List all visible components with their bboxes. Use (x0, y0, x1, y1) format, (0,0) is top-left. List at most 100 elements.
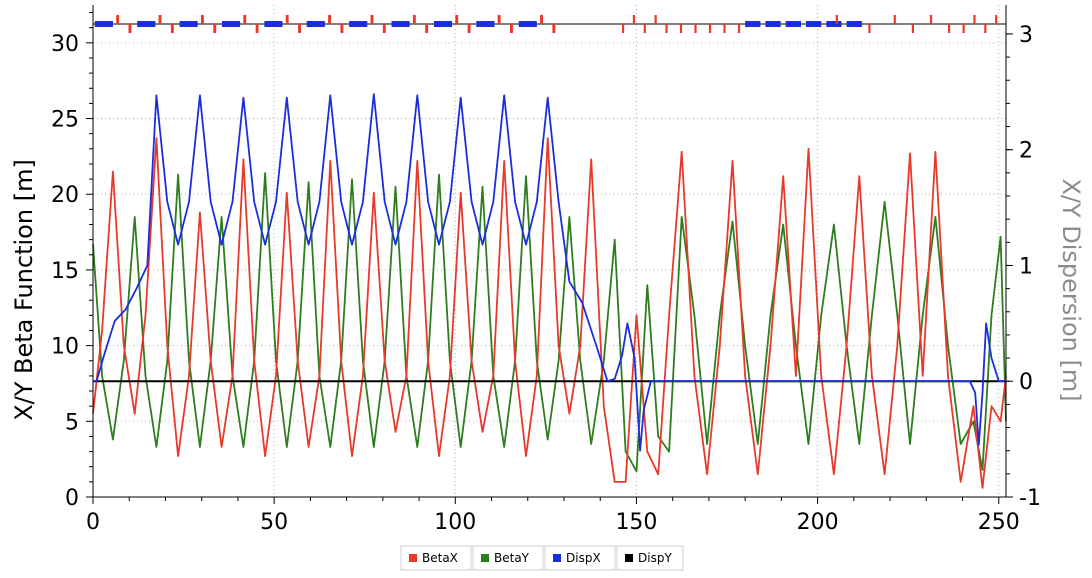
focusing-quadrupole (929, 15, 933, 24)
legend-item-dispy: DispY (616, 545, 684, 571)
focusing-quadrupole (158, 15, 162, 24)
defocusing-quadrupole (621, 24, 625, 33)
y2-tick-label: 2 (1019, 139, 1033, 164)
y-axis-label: X/Y Beta Function [m] (10, 159, 38, 421)
dipole-magnet (349, 21, 368, 27)
legend-item-betax: BetaX (400, 545, 472, 571)
defocusing-quadrupole (948, 24, 951, 33)
defocusing-quadrupole (170, 24, 174, 33)
defocusing-quadrupole (340, 24, 344, 33)
legend-item-dispx: DispX (544, 545, 616, 571)
x-tick-label: 200 (797, 510, 839, 535)
dipole-magnet (264, 21, 283, 27)
dipole-magnet (179, 21, 198, 27)
legend-label: DispX (566, 551, 601, 565)
legend-swatch (553, 554, 561, 562)
focusing-quadrupole (328, 15, 332, 24)
dipole-magnet (846, 21, 862, 27)
focusing-quadrupole (285, 15, 289, 24)
series-betay-line (92, 172, 1007, 473)
defocusing-quadrupole (128, 24, 132, 33)
legend-label: DispY (638, 551, 672, 565)
dipole-magnet (518, 21, 537, 27)
focusing-quadrupole (455, 15, 459, 24)
x-tick-label: 250 (978, 510, 1020, 535)
y-tick-label: 10 (51, 335, 79, 360)
defocusing-quadrupole (708, 24, 712, 33)
y2-tick-label: 0 (1019, 370, 1033, 395)
focusing-quadrupole (200, 15, 204, 24)
lattice-element-bar (93, 15, 1006, 33)
focusing-quadrupole (632, 15, 636, 24)
y2-tick-label: 1 (1019, 254, 1033, 279)
focusing-quadrupole (497, 15, 501, 24)
defocusing-quadrupole (552, 24, 556, 33)
legend-swatch (625, 554, 633, 562)
dipole-magnet (433, 21, 453, 27)
focusing-quadrupole (973, 15, 976, 24)
defocusing-quadrupole (737, 24, 741, 33)
legend: BetaX BetaY DispX DispY (400, 545, 684, 571)
focusing-quadrupole (116, 15, 120, 24)
legend-label: BetaX (422, 551, 458, 565)
focusing-quadrupole (835, 15, 838, 24)
focusing-quadrupole (654, 15, 657, 24)
dipole-magnet (221, 21, 241, 27)
defocusing-quadrupole (425, 24, 429, 33)
y2-tick-label: -1 (1019, 486, 1041, 511)
x-tick-label: 100 (434, 510, 476, 535)
defocusing-quadrupole (723, 24, 726, 33)
y2-axis-label: X/Y Dispersion [m] (1057, 178, 1085, 401)
axes-layer: 0 50 100 150 200 250 0 5 10 15 20 25 30 -1 0 1 2 3 (51, 5, 1041, 535)
defocusing-quadrupole (382, 24, 386, 33)
x-tick-label: 150 (615, 510, 657, 535)
y-tick-label: 20 (51, 183, 79, 208)
y2-tick-label: 3 (1019, 23, 1033, 48)
defocusing-quadrupole (984, 24, 987, 33)
dipole-magnet (94, 21, 113, 27)
defocusing-quadrupole (213, 24, 217, 33)
dipole-magnet (745, 21, 761, 27)
x-tick-label: 0 (86, 510, 100, 535)
dipole-magnet (785, 21, 801, 27)
focusing-quadrupole (243, 15, 247, 24)
focusing-quadrupole (412, 15, 416, 24)
y-tick-label: 25 (51, 108, 79, 133)
dipole-magnet (806, 21, 822, 27)
focusing-quadrupole (995, 15, 998, 24)
series-betax-line (92, 137, 1007, 489)
legend-swatch (481, 554, 489, 562)
dipole-magnet (765, 21, 781, 27)
defocusing-quadrupole (298, 24, 301, 33)
defocusing-quadrupole (643, 24, 646, 33)
defocusing-quadrupole (467, 24, 471, 33)
dipole-magnet (137, 21, 156, 27)
y-tick-label: 5 (65, 410, 79, 435)
defocusing-quadrupole (510, 24, 513, 33)
defocusing-quadrupole (679, 24, 683, 33)
defocusing-quadrupole (962, 24, 965, 33)
y-tick-label: 0 (65, 486, 79, 511)
x-tick-label: 50 (260, 510, 288, 535)
defocusing-quadrupole (911, 24, 914, 33)
legend-label: BetaY (494, 551, 530, 565)
defocusing-quadrupole (868, 24, 871, 33)
defocusing-quadrupole (665, 24, 668, 33)
defocusing-quadrupole (255, 24, 259, 33)
dipole-magnet (826, 21, 842, 27)
series-dispx-line (93, 93, 1006, 452)
legend-swatch (409, 554, 417, 562)
defocusing-quadrupole (694, 24, 697, 33)
y-tick-label: 15 (51, 259, 79, 284)
focusing-quadrupole (370, 15, 374, 24)
dipole-magnet (306, 21, 325, 27)
focusing-quadrupole (540, 15, 543, 24)
focusing-quadrupole (893, 15, 896, 24)
legend-item-betay: BetaY (472, 545, 544, 571)
y-tick-label: 30 (51, 32, 79, 57)
dipole-magnet (391, 21, 410, 27)
dipole-magnet (476, 21, 495, 27)
series-layer (92, 93, 1007, 489)
